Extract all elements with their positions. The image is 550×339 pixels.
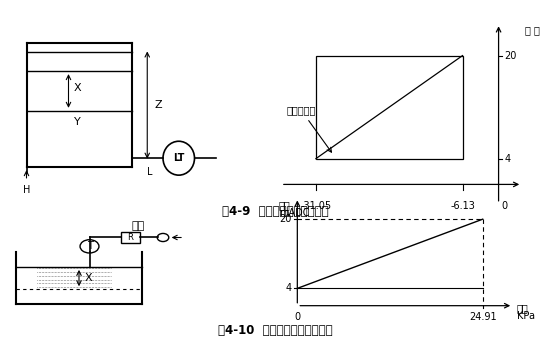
Text: T: T [86,241,92,251]
Text: 4: 4 [285,283,292,293]
Text: 0: 0 [502,200,508,211]
Text: -6.13: -6.13 [450,200,475,211]
Text: 输出: 输出 [279,200,290,210]
Text: 20: 20 [279,214,292,224]
Text: KPa: KPa [517,312,535,321]
Text: 空气: 空气 [131,221,145,232]
Text: X: X [74,83,81,93]
Text: 20: 20 [504,51,517,61]
Bar [121,232,140,243]
Text: 输入: 输入 [517,303,529,313]
Text: H: H [23,185,30,195]
Text: LT: LT [173,153,184,163]
Text: 输 出: 输 出 [525,25,540,35]
Text: 图4-10  开口容器液体测量举例: 图4-10 开口容器液体测量举例 [218,324,332,337]
Text: -31.05: -31.05 [300,200,332,211]
Text: L: L [147,167,152,177]
Text: Z: Z [155,100,162,110]
Text: X: X [84,273,92,283]
Text: Y: Y [74,117,80,127]
Text: R: R [128,233,134,242]
Bar [316,56,463,159]
Text: 0: 0 [294,312,300,322]
Text: 图4-9  开口容器液体测量举例: 图4-9 开口容器液体测量举例 [222,205,328,218]
Text: mADC: mADC [279,208,309,218]
Text: 24.91: 24.91 [469,312,497,322]
Text: 4: 4 [504,154,510,164]
Text: 零位负迁移: 零位负迁移 [287,105,332,152]
